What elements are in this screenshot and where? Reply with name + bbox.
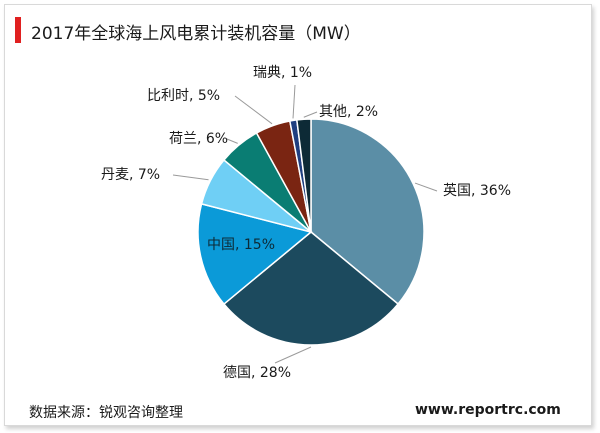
slice-label-1: 英国, 36%	[443, 182, 511, 199]
leader-line-7	[292, 84, 296, 119]
slice-label-5: 荷兰, 6%	[169, 131, 228, 147]
website-url[interactable]: www.reportrc.com	[415, 402, 561, 418]
leader-line-1	[414, 182, 438, 192]
slice-label-3: 中国, 15%	[207, 237, 275, 253]
pie-slice-3	[197, 202, 313, 306]
pie-chart: 英国, 36% 德国, 28% 中国, 15% 丹麦, 7% 荷兰, 6% 比利时, 5%…	[101, 65, 511, 381]
slice-label-6: 比利时, 5%	[147, 88, 220, 104]
chart-title: 2017年全球海上风电累计装机容量（MW）	[31, 24, 361, 44]
source-note: 数据来源：锐观咨询整理	[29, 405, 183, 421]
leader-line-4	[172, 174, 209, 181]
leader-line-6	[234, 95, 273, 125]
leader-line-2	[274, 346, 312, 364]
chart-frame: 2017年全球海上风电累计装机容量（MW） 英国, 36% 德国, 28% 中国, …	[4, 4, 592, 426]
pie-slice-1	[310, 118, 425, 306]
leader-line-8	[303, 111, 318, 118]
pie-slice-8	[295, 118, 312, 233]
leader-line-5	[226, 138, 238, 144]
title-accent-bar	[15, 17, 21, 43]
slice-label-2: 德国, 28%	[223, 365, 291, 381]
slice-label-7: 瑞典, 1%	[253, 65, 312, 81]
slice-label-4: 丹麦, 7%	[101, 167, 160, 183]
slice-label-8: 其他, 2%	[319, 104, 378, 120]
pie-slice-2	[222, 231, 400, 346]
